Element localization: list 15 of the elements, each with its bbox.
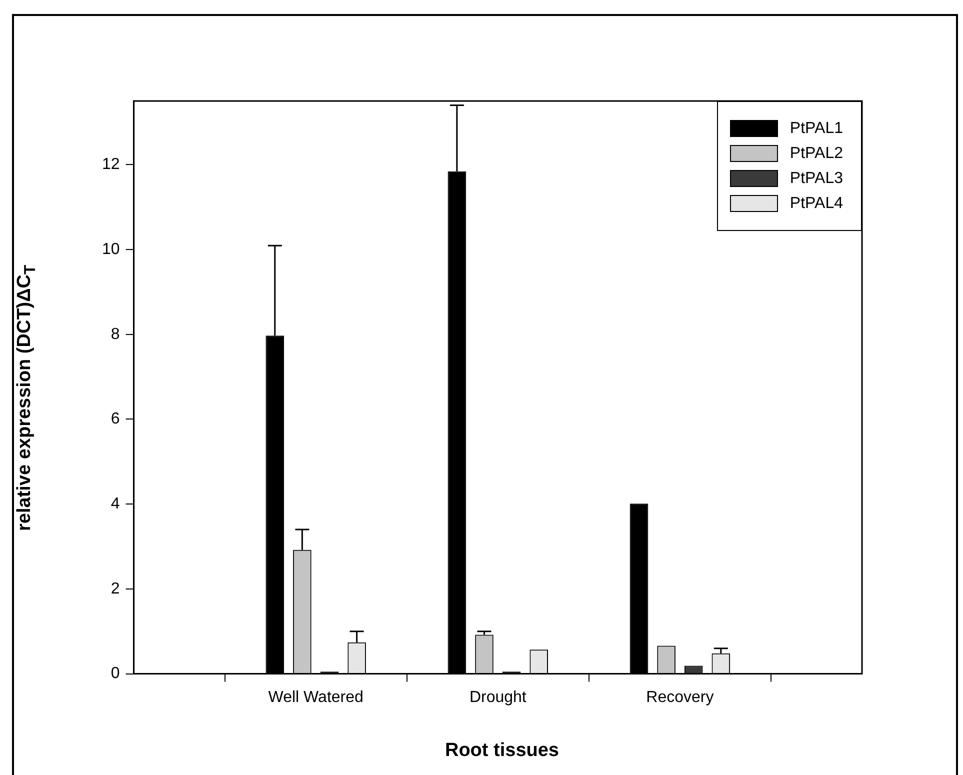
y-tick-label: 4 bbox=[110, 495, 120, 512]
y-tick-label: 10 bbox=[102, 240, 120, 258]
legend-label: PtPAL2 bbox=[790, 144, 843, 162]
legend-label: PtPAL3 bbox=[790, 170, 843, 188]
legend-label: PtPAL1 bbox=[790, 120, 843, 138]
y-tick-label: 12 bbox=[102, 156, 120, 174]
x-tick-label: Drought bbox=[469, 688, 527, 706]
legend-label: PtPAL4 bbox=[790, 194, 843, 212]
x-tick-label: Well Watered bbox=[268, 688, 364, 706]
x-tick-label: Recovery bbox=[646, 688, 714, 706]
y-tick-label: 2 bbox=[110, 580, 120, 598]
y-tick-label: 0 bbox=[110, 665, 120, 682]
y-tick-label: 6 bbox=[110, 410, 120, 428]
y-tick-label: 8 bbox=[110, 326, 120, 343]
x-axis-title: Root tissues bbox=[444, 740, 560, 762]
